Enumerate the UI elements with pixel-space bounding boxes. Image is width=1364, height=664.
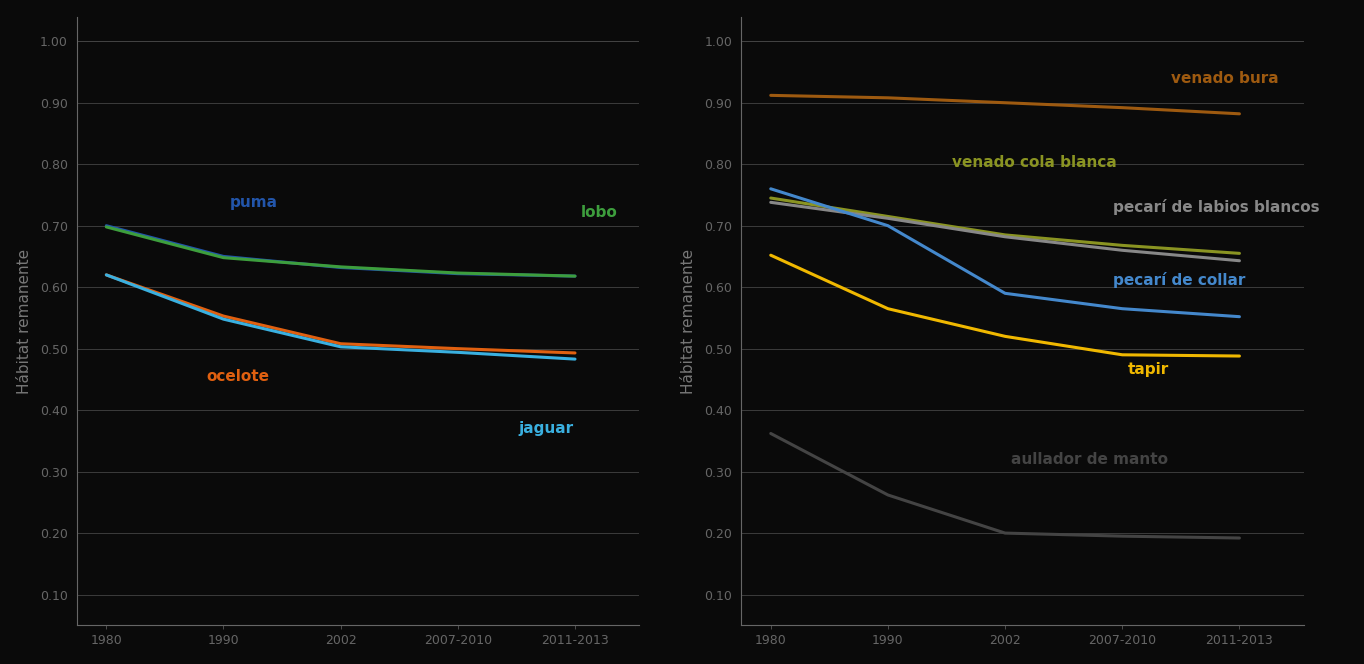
Y-axis label: Hábitat remanente: Hábitat remanente bbox=[681, 248, 696, 394]
Text: lobo: lobo bbox=[581, 205, 618, 220]
Text: pecarí de labios blancos: pecarí de labios blancos bbox=[1113, 199, 1319, 215]
Text: venado bura: venado bura bbox=[1172, 71, 1279, 86]
Text: ocelote: ocelote bbox=[206, 369, 269, 384]
Text: pecarí de collar: pecarí de collar bbox=[1113, 272, 1245, 288]
Text: puma: puma bbox=[229, 195, 277, 210]
Text: jaguar: jaguar bbox=[518, 421, 574, 436]
Text: venado cola blanca: venado cola blanca bbox=[952, 155, 1117, 171]
Text: aullador de manto: aullador de manto bbox=[1011, 452, 1168, 467]
Text: tapir: tapir bbox=[1128, 362, 1169, 377]
Y-axis label: Hábitat remanente: Hábitat remanente bbox=[16, 248, 31, 394]
